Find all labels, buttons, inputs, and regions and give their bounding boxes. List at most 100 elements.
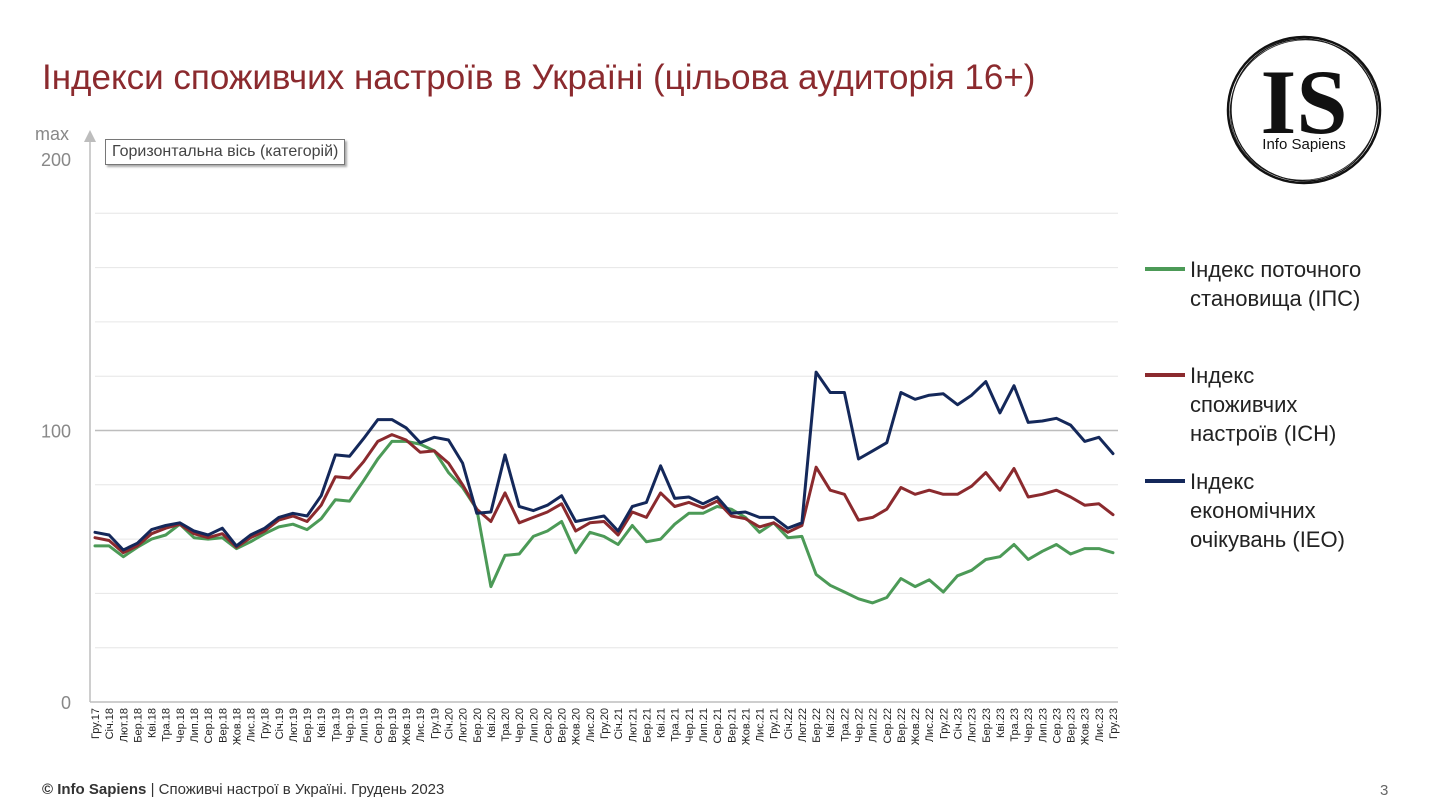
info-sapiens-logo: IS Info Sapiens	[1224, 32, 1384, 188]
x-tick-label: Лип.18	[189, 708, 201, 743]
x-tick-label: Тра.22	[839, 708, 851, 742]
x-tick-label: Вер.19	[387, 708, 399, 743]
x-tick-label: Сер.23	[1051, 708, 1063, 743]
x-tick-label: Чер.18	[175, 708, 187, 743]
x-tick-label: Гру.17	[90, 708, 102, 739]
x-tick-label: Кві.19	[316, 708, 328, 738]
x-tick-label: Сер.18	[203, 708, 215, 743]
x-tick-label: Сер.22	[882, 708, 894, 743]
x-tick-label: Вер.18	[217, 708, 229, 743]
axis-tooltip: Горизонтальна вісь (категорій)	[105, 139, 346, 165]
y-axis-max-label: max	[35, 124, 69, 144]
x-tick-label: Чер.21	[684, 708, 696, 743]
page-title: Індекси споживчих настроїв в Україні (ці…	[42, 58, 1036, 97]
x-tick-label: Тра.18	[161, 708, 173, 742]
x-tick-label: Чер.22	[854, 708, 866, 743]
x-tick-label: Жов.18	[231, 708, 243, 745]
legend-label-ieo: Індекс економічних очікувань (ІЕО)	[1190, 467, 1420, 554]
line-chart: max 0 100 200 Гру.17 Січ.18 Лют.18 Бер.18 Кві.18…	[35, 124, 1120, 745]
x-tick-label: Кві.20	[486, 708, 498, 738]
series-line-ieo	[93, 370, 1115, 552]
x-tick-label: Кві.18	[147, 708, 159, 738]
x-tick-label: Лют.22	[797, 708, 809, 742]
x-tick-label: Вер.20	[557, 708, 569, 743]
x-tick-label: Лип.23	[1037, 708, 1049, 743]
x-tick-label: Тра.19	[330, 708, 342, 742]
footer-brand: © Info Sapiens	[42, 781, 147, 798]
legend-label-line: економічних	[1190, 498, 1316, 523]
x-tick-label: Лис.21	[755, 708, 767, 742]
legend-swatch-ich	[1145, 373, 1185, 377]
x-tick-label: Чер.20	[514, 708, 526, 743]
x-tick-label: Жов.22	[910, 708, 922, 745]
x-tick-label: Січ.22	[783, 708, 795, 739]
legend-label-line: настроїв (ІСН)	[1190, 421, 1337, 446]
x-tick-label: Бер.21	[641, 708, 653, 743]
x-tick-label: Жов.19	[401, 708, 413, 745]
x-tick-label: Лют.18	[118, 708, 130, 742]
x-tick-label: Лют.20	[458, 708, 470, 742]
x-tick-label: Сер.19	[373, 708, 385, 743]
y-axis-arrow	[84, 130, 96, 142]
x-tick-label: Лип.20	[528, 708, 540, 743]
x-tick-label: Бер.18	[132, 708, 144, 743]
series-line-ips	[93, 439, 1115, 605]
x-tick-label: Кві.22	[825, 708, 837, 738]
x-tick-label: Жов.21	[740, 708, 752, 745]
footer: © Info Sapiens | Споживчі настрої в Укра…	[42, 781, 444, 798]
legend-swatch-ips	[1145, 267, 1185, 271]
x-tick-label: Січ.18	[104, 708, 116, 739]
y-tick-label: 200	[41, 150, 71, 170]
legend-swatch-ieo	[1145, 479, 1185, 483]
x-tick-label: Лис.20	[585, 708, 597, 742]
footer-text: | Споживчі настрої в Україні. Грудень 20…	[146, 781, 445, 798]
x-tick-label: Жов.23	[1080, 708, 1092, 745]
logo-mark: IS	[1261, 51, 1348, 153]
x-tick-label: Бер.22	[811, 708, 823, 743]
x-tick-label: Сер.21	[712, 708, 724, 743]
legend-label-line: Індекс поточного	[1190, 257, 1362, 282]
x-tick-label: Лис.23	[1094, 708, 1106, 742]
logo-name: Info Sapiens	[1262, 136, 1345, 153]
page-number: 3	[1380, 782, 1389, 799]
x-tick-label: Лют.23	[967, 708, 979, 742]
legend-label-line: очікувань (ІЕО)	[1190, 527, 1345, 552]
x-tick-label: Вер.23	[1066, 708, 1078, 743]
x-tick-label: Кві.23	[995, 708, 1007, 738]
x-tick-label: Січ.19	[274, 708, 286, 739]
x-tick-label: Гру.20	[599, 708, 611, 739]
x-tick-label: Вер.21	[726, 708, 738, 743]
x-tick-label: Лип.22	[868, 708, 880, 743]
x-tick-label: Лют.21	[627, 708, 639, 742]
x-tick-label: Лис.22	[924, 708, 936, 742]
x-tick-label: Гру.22	[938, 708, 950, 739]
x-tick-label: Лис.19	[415, 708, 427, 742]
x-tick-label: Тра.23	[1009, 708, 1021, 742]
legend-label-ich: Індекс споживчих настроїв (ІСН)	[1190, 361, 1420, 448]
x-tick-label: Вер.22	[896, 708, 908, 743]
x-tick-label: Лип.19	[359, 708, 371, 743]
x-tick-label: Тра.20	[500, 708, 512, 742]
x-tick-label: Лис.18	[246, 708, 258, 742]
x-tick-label: Бер.23	[981, 708, 993, 743]
x-tick-label: Гру.18	[260, 708, 272, 739]
x-tick-label: Бер.20	[472, 708, 484, 743]
legend-label-line: становища (ІПС)	[1190, 286, 1361, 311]
x-tick-label: Гру.19	[429, 708, 441, 739]
legend-label-line: Індекс	[1190, 469, 1255, 494]
x-tick-label: Січ.23	[952, 708, 964, 739]
x-tick-label: Гру.21	[769, 708, 781, 739]
x-tick-label: Бер.19	[302, 708, 314, 743]
x-tick-label: Січ.20	[443, 708, 455, 739]
x-tick-label: Жов.20	[571, 708, 583, 745]
x-tick-label: Чер.19	[345, 708, 357, 743]
legend-label-line: споживчих	[1190, 392, 1298, 417]
x-tick-label: Тра.21	[670, 708, 682, 742]
legend-label-ips: Індекс поточного становища (ІПС)	[1190, 255, 1420, 313]
y-tick-label: 0	[61, 693, 71, 713]
x-tick-label: Січ.21	[613, 708, 625, 739]
y-tick-label: 100	[41, 422, 71, 442]
x-tick-label: Гру.23	[1108, 708, 1120, 739]
x-tick-label: Чер.23	[1023, 708, 1035, 743]
x-tick-label: Кві.21	[656, 708, 668, 738]
